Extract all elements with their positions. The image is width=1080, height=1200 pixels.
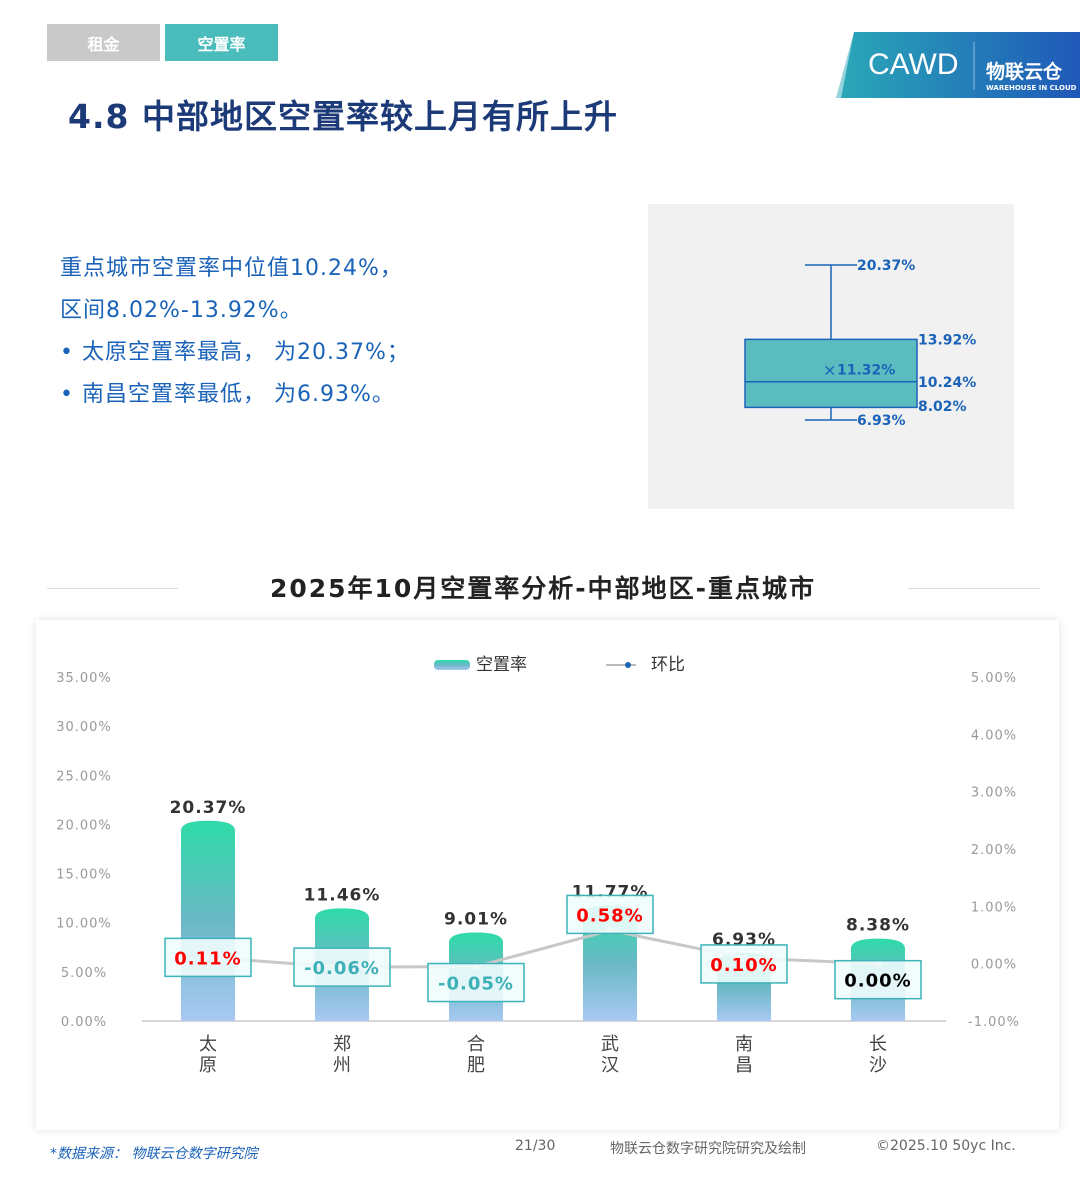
- min-label: 6.93%: [857, 413, 906, 429]
- legend-label: 环比: [651, 655, 685, 675]
- data-source: *数据来源： 物联云仓数字研究院: [50, 1146, 258, 1162]
- summary-bullet: • 南昌空置率最低， 为6.93%。: [60, 382, 395, 407]
- section-title: 2025年10月空置率分析-中部地区-重点城市: [178, 566, 908, 614]
- bullet-text: 南昌空置率最低， 为6.93%。: [81, 382, 395, 407]
- category-label: 合: [467, 1034, 485, 1055]
- q3-label: 13.92%: [918, 332, 976, 348]
- left-tick-label: 15.00%: [56, 868, 112, 883]
- change-label: -0.06%: [304, 958, 380, 979]
- box: [744, 338, 918, 409]
- legend-label: 空置率: [476, 655, 527, 675]
- left-tick-label: 35.00%: [56, 671, 112, 686]
- category-label: 州: [333, 1055, 351, 1076]
- right-tick-label: 2.00%: [971, 843, 1017, 858]
- summary-line: 重点城市空置率中位值10.24%，: [60, 256, 403, 281]
- change-label: 0.10%: [710, 955, 777, 976]
- median-label: 10.24%: [918, 375, 976, 391]
- max-label: 20.37%: [857, 258, 915, 274]
- tab-vacancy[interactable]: 空置率: [165, 24, 278, 61]
- change-label-box: [164, 937, 252, 978]
- page-title: 4.8 中部地区空置率较上月有所上升: [68, 97, 618, 136]
- svg-text:CAWD: CAWD: [868, 48, 959, 81]
- bar-value-label: 9.01%: [444, 909, 508, 929]
- left-tick-label: 30.00%: [56, 720, 112, 735]
- left-tick-label: 20.00%: [56, 818, 112, 833]
- category-label: 太: [199, 1034, 217, 1055]
- category-label: 长: [869, 1034, 887, 1055]
- bar-value-label: 11.46%: [304, 885, 381, 905]
- change-label: -0.05%: [438, 974, 514, 995]
- change-label-box: [293, 947, 391, 987]
- category-label: 南: [735, 1034, 753, 1055]
- svg-text:物联云仓: 物联云仓: [986, 60, 1063, 83]
- category-label: 武: [601, 1034, 619, 1055]
- right-tick-label: 1.00%: [971, 900, 1017, 915]
- right-tick-label: 5.00%: [971, 671, 1017, 686]
- legend-bar-swatch: [434, 660, 470, 670]
- left-tick-label: 10.00%: [56, 917, 112, 932]
- change-label: 0.00%: [844, 971, 911, 992]
- category-label: 沙: [869, 1055, 887, 1076]
- boxplot: × 20.37% 13.92% 11.32% 10.24% 8.02% 6.93%: [744, 258, 976, 429]
- summary: 重点城市空置率中位值10.24%， 区间8.02%-13.92%。 • 太原空置…: [60, 248, 410, 416]
- bullet-text: 太原空置率最高， 为20.37%；: [81, 340, 410, 365]
- q1-label: 8.02%: [918, 399, 967, 415]
- change-label-box: [427, 962, 525, 1003]
- credit: 物联云仓数字研究院研究及绘制: [610, 1141, 806, 1157]
- left-tick-label: 0.00%: [61, 1015, 107, 1030]
- right-tick-label: 4.00%: [971, 728, 1017, 743]
- combo-chart: 0.00% 5.00% 10.00% 15.00% 20.00% 25.00% 30.00%…: [56, 655, 1020, 1076]
- change-label-box: [700, 944, 788, 984]
- category-label: 郑: [333, 1034, 351, 1055]
- category-label: 肥: [467, 1055, 485, 1076]
- bar-value-label: 8.38%: [846, 916, 910, 936]
- summary-line: 区间8.02%-13.92%。: [60, 298, 303, 323]
- bar: [181, 820, 235, 1021]
- category-label: 昌: [735, 1055, 753, 1076]
- mean-label: 11.32%: [837, 362, 895, 378]
- page-number: 21/30: [515, 1138, 556, 1154]
- legend-line-dot: [625, 662, 631, 668]
- right-tick-label: -1.00%: [968, 1015, 1020, 1030]
- change-label: 0.58%: [576, 905, 643, 926]
- boxplot-panel: × 20.37% 13.92% 11.32% 10.24% 8.02% 6.93%: [648, 204, 1014, 509]
- svg-text:WAREHOUSE IN CLOUD: WAREHOUSE IN CLOUD: [986, 84, 1077, 92]
- right-tick-label: 3.00%: [971, 786, 1017, 801]
- category-label: 汉: [601, 1055, 619, 1076]
- change-label-box: [566, 894, 654, 935]
- summary-bullet: • 太原空置率最高， 为20.37%；: [60, 340, 410, 365]
- category-label: 原: [199, 1055, 217, 1076]
- logo: CAWD 物联云仓 WAREHOUSE IN CLOUD: [836, 32, 1080, 98]
- left-tick-label: 5.00%: [61, 966, 107, 981]
- left-tick-label: 25.00%: [56, 769, 112, 784]
- tab-rent[interactable]: 租金: [47, 24, 160, 61]
- change-label-box: [834, 959, 922, 1000]
- copyright: ©2025.10 50yc Inc.: [876, 1138, 1016, 1154]
- change-label: 0.11%: [174, 948, 241, 969]
- bar-value-label: 20.37%: [170, 798, 247, 818]
- right-tick-label: 0.00%: [971, 958, 1017, 973]
- chart-card: 0.00% 5.00% 10.00% 15.00% 20.00% 25.00% 30.00%…: [36, 620, 1059, 1130]
- mean-marker: ×: [823, 360, 836, 379]
